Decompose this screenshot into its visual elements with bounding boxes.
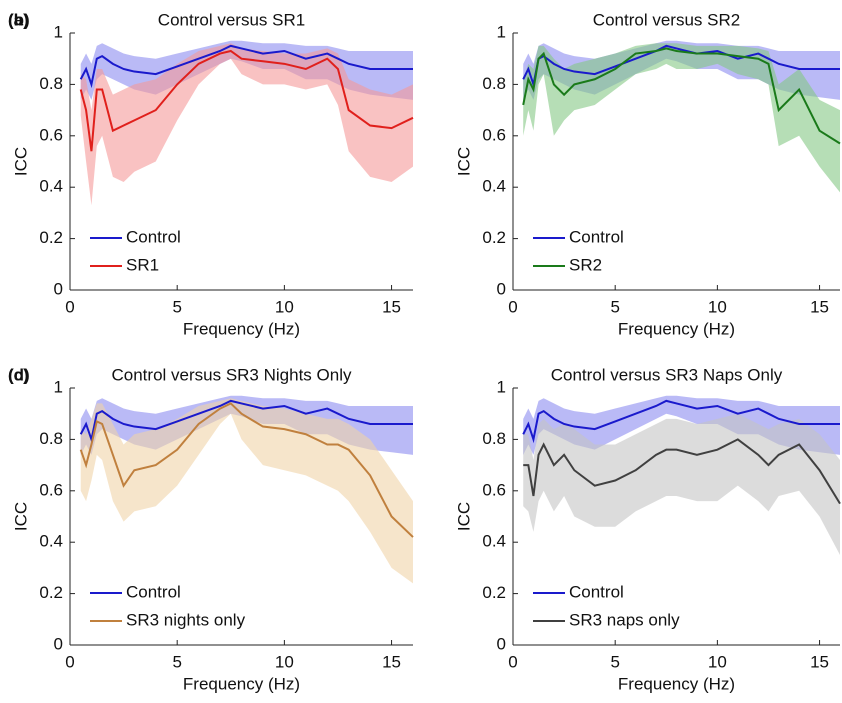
y-tick-label: 0 bbox=[497, 279, 506, 298]
y-tick-label: 0.6 bbox=[39, 480, 63, 499]
x-tick-label: 10 bbox=[275, 297, 294, 316]
y-axis-label: ICC bbox=[11, 147, 30, 176]
confidence-band bbox=[80, 43, 413, 206]
y-tick-label: 0.2 bbox=[39, 583, 63, 602]
y-tick-label: 0.6 bbox=[482, 125, 506, 144]
x-axis-label: Frequency (Hz) bbox=[183, 319, 300, 338]
panel-label: (b) bbox=[8, 10, 30, 29]
y-tick-label: 0.6 bbox=[39, 125, 63, 144]
y-axis-label: ICC bbox=[454, 147, 473, 176]
subplot: (d) Control versus SR3 Naps Only 0 0.2 0.4 0.… bbox=[8, 365, 841, 693]
y-tick-label: 0 bbox=[497, 634, 506, 653]
y-tick-label: 0 bbox=[54, 634, 63, 653]
legend-label: SR1 bbox=[126, 255, 159, 274]
y-axis-label: ICC bbox=[11, 502, 30, 531]
x-tick-label: 15 bbox=[382, 652, 401, 671]
panel-label: (d) bbox=[8, 365, 30, 384]
legend-label: SR3 naps only bbox=[569, 610, 680, 629]
line-series bbox=[522, 399, 840, 444]
legend-label: Control bbox=[569, 582, 624, 601]
x-axis-label: Frequency (Hz) bbox=[618, 674, 735, 693]
confidence-band bbox=[523, 43, 840, 193]
legend-label: SR2 bbox=[569, 255, 602, 274]
x-tick-label: 0 bbox=[65, 297, 74, 316]
x-tick-label: 15 bbox=[810, 297, 829, 316]
line-series bbox=[522, 47, 841, 145]
confidence-band bbox=[523, 413, 840, 556]
y-tick-label: 0 bbox=[54, 279, 63, 298]
y-tick-label: 0.2 bbox=[482, 228, 506, 247]
x-tick-label: 10 bbox=[708, 297, 727, 316]
y-tick-label: 0.4 bbox=[482, 177, 506, 196]
y-tick-label: 0.8 bbox=[482, 74, 506, 93]
x-tick-label: 5 bbox=[610, 297, 619, 316]
line-series bbox=[79, 399, 413, 444]
chart-title: Control versus SR1 bbox=[158, 10, 305, 29]
legend-label: Control bbox=[126, 582, 181, 601]
x-tick-label: 10 bbox=[708, 652, 727, 671]
y-tick-label: 0.2 bbox=[482, 583, 506, 602]
x-tick-label: 5 bbox=[172, 297, 181, 316]
line-series bbox=[79, 402, 414, 538]
y-tick-label: 1 bbox=[497, 22, 506, 41]
y-tick-label: 0.8 bbox=[482, 429, 506, 448]
x-tick-label: 15 bbox=[382, 297, 401, 316]
legend-label: SR3 nights only bbox=[126, 610, 246, 629]
legend-label: Control bbox=[569, 227, 624, 246]
y-tick-label: 0.4 bbox=[482, 532, 506, 551]
x-tick-label: 0 bbox=[65, 652, 74, 671]
x-tick-label: 0 bbox=[508, 297, 517, 316]
subplot: (c) Control versus SR3 Nights Only 0 0.2 0.4… bbox=[8, 365, 414, 693]
y-tick-label: 0.6 bbox=[482, 480, 506, 499]
y-tick-label: 0.4 bbox=[39, 177, 63, 196]
y-tick-label: 0.8 bbox=[39, 74, 63, 93]
chart-title: Control versus SR2 bbox=[593, 10, 740, 29]
line-series bbox=[523, 438, 841, 505]
legend-label: Control bbox=[126, 227, 181, 246]
y-tick-label: 1 bbox=[54, 22, 63, 41]
x-axis-label: Frequency (Hz) bbox=[618, 319, 735, 338]
x-tick-label: 15 bbox=[810, 652, 829, 671]
y-tick-label: 0.8 bbox=[39, 429, 63, 448]
chart-title: Control versus SR3 Nights Only bbox=[112, 365, 352, 384]
line-series bbox=[79, 44, 413, 89]
x-tick-label: 5 bbox=[172, 652, 181, 671]
panel-label: (c) bbox=[8, 365, 29, 384]
chart-title: Control versus SR3 Naps Only bbox=[551, 365, 783, 384]
x-tick-label: 10 bbox=[275, 652, 294, 671]
x-tick-label: 0 bbox=[508, 652, 517, 671]
y-tick-label: 1 bbox=[497, 377, 506, 396]
x-axis-label: Frequency (Hz) bbox=[183, 674, 300, 693]
line-series bbox=[79, 49, 414, 152]
y-axis-label: ICC bbox=[454, 502, 473, 531]
x-tick-label: 5 bbox=[610, 652, 619, 671]
y-tick-label: 0.4 bbox=[39, 532, 63, 551]
y-tick-label: 0.2 bbox=[39, 228, 63, 247]
panel-label: (a) bbox=[8, 10, 29, 29]
y-tick-label: 1 bbox=[54, 377, 63, 396]
